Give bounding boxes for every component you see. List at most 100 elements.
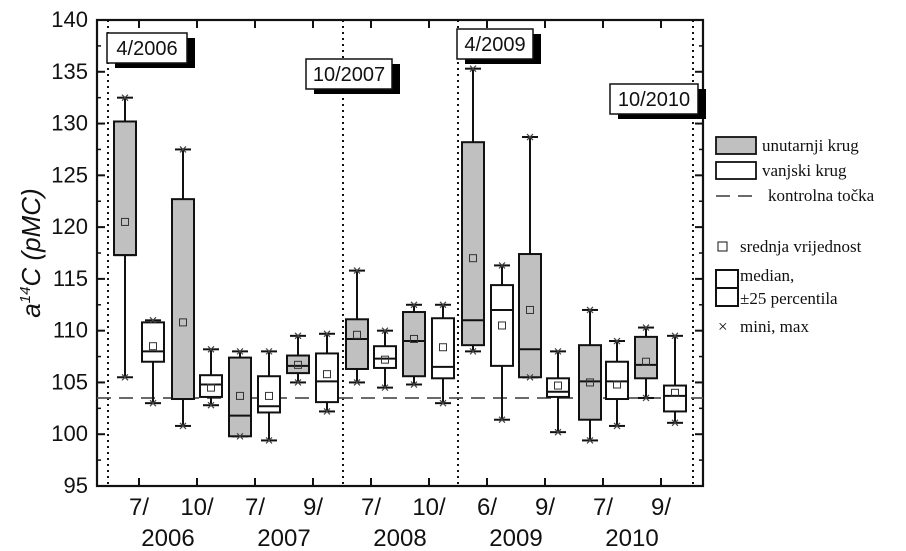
x-month-label: 9/: [651, 494, 671, 521]
y-tick-label: 115: [53, 266, 88, 291]
box-inner: [345, 267, 369, 386]
mean-marker: [323, 370, 331, 379]
legend-outer-swatch: [715, 161, 757, 180]
min-marker: [149, 399, 157, 407]
box-outer: [663, 332, 687, 427]
min-marker: [381, 384, 389, 392]
box-outer: [490, 262, 514, 424]
min-marker: [586, 437, 594, 444]
x-month-label: 7/: [593, 494, 613, 521]
legend: unutarnji krug vanjski krug kontrolna to…: [715, 136, 875, 336]
box-outer: [315, 330, 339, 415]
box-outer: [199, 345, 223, 409]
box-inner: [113, 94, 137, 381]
x-month-label: 9/: [535, 494, 555, 521]
mean-marker: [526, 305, 534, 314]
box-body: [257, 375, 281, 414]
x-month-label: 9/: [303, 494, 323, 521]
max-marker: [410, 301, 418, 309]
box-outer: [257, 347, 281, 444]
min-marker: [554, 428, 562, 436]
max-marker: [498, 262, 506, 269]
legend-minmax-label: mini, max: [740, 317, 809, 336]
box-body: [113, 120, 137, 257]
min-marker: [353, 379, 361, 386]
x-month-label: 10/: [180, 494, 214, 521]
x-month-label: 7/: [361, 494, 381, 521]
min-marker: [439, 399, 447, 407]
x-year-label: 2009: [489, 525, 542, 551]
max-marker: [207, 345, 215, 353]
min-marker: [498, 416, 506, 424]
max-marker: [469, 65, 477, 73]
mean-marker: [207, 383, 215, 392]
x-month-labels: 7/10/7/9/7/10/6/9/7/9/: [129, 20, 671, 521]
legend-inner-swatch: [715, 136, 757, 155]
max-marker: [554, 347, 562, 355]
mean-marker: [121, 217, 129, 226]
box-inner: [634, 324, 658, 402]
x-month-label: 7/: [129, 494, 149, 521]
event-label-4-2006: 4/2006: [106, 32, 195, 68]
max-marker: [294, 332, 302, 340]
max-marker: [671, 332, 679, 340]
box-inner: [171, 146, 195, 430]
event-label-text: 10/2010: [618, 89, 690, 111]
mean-marker: [469, 254, 477, 263]
y-tick-label: 95: [64, 473, 88, 498]
x-year-label: 2008: [373, 525, 426, 551]
min-marker: [526, 373, 534, 381]
event-label-10-2007: 10/2007: [305, 58, 400, 94]
boxes-group: [113, 65, 687, 444]
box-inner: [402, 301, 426, 388]
box-body: [578, 344, 602, 421]
x-year-label: 2010: [605, 525, 658, 551]
min-marker: [671, 419, 679, 427]
mean-marker: [498, 321, 506, 330]
mean-marker: [294, 360, 302, 369]
box-outer: [546, 347, 570, 436]
box-body: [402, 311, 426, 378]
box-inner: [286, 332, 310, 386]
min-marker: [469, 347, 477, 355]
mean-marker: [554, 381, 562, 390]
x-month-label: 7/: [245, 494, 265, 521]
box-body: [141, 321, 165, 363]
max-marker: [323, 330, 331, 338]
y-tick-label: 130: [51, 111, 88, 136]
min-marker: [323, 408, 331, 415]
min-marker: [613, 422, 621, 430]
mean-marker: [410, 334, 418, 343]
x-year-label: 2006: [141, 525, 194, 551]
box-body: [171, 198, 195, 401]
min-marker: [236, 432, 244, 440]
max-marker: [179, 146, 187, 153]
max-marker: [265, 347, 273, 355]
mean-marker: [353, 330, 361, 339]
box-body: [286, 354, 310, 375]
min-marker: [121, 373, 129, 381]
box-body: [228, 356, 252, 438]
min-marker: [207, 401, 215, 409]
event-label-4-2009: 4/2009: [456, 28, 541, 64]
x-month-label: 10/: [412, 494, 446, 521]
event-label-text: 4/2009: [464, 34, 525, 56]
max-marker: [439, 301, 447, 309]
box-body: [605, 360, 629, 401]
legend-inner-label: unutarnji krug: [762, 136, 859, 155]
max-marker: [353, 267, 361, 275]
box-inner: [228, 347, 252, 440]
box-outer: [141, 316, 165, 407]
max-marker: [586, 306, 594, 314]
box-body: [663, 384, 687, 413]
max-marker: [526, 133, 534, 141]
event-label-text: 10/2007: [313, 64, 385, 86]
box-outer: [605, 337, 629, 430]
max-marker: [613, 337, 621, 345]
x-month-label: 6/: [477, 494, 497, 521]
max-marker: [236, 347, 244, 355]
min-marker: [294, 379, 302, 386]
box-body: [518, 253, 542, 379]
min-marker: [179, 422, 187, 430]
